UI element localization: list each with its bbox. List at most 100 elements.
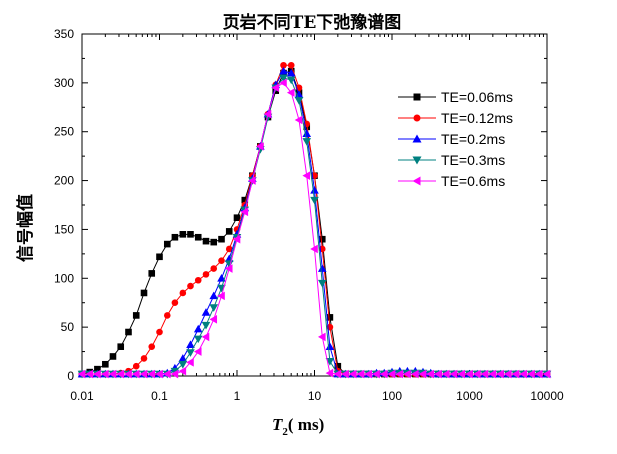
data-point [124,369,132,379]
data-point [248,176,256,185]
data-point [156,253,163,261]
x-tick-label: 1 [234,389,241,403]
data-point [310,244,318,254]
data-point [132,312,140,319]
y-tick-label: 300 [54,76,74,90]
data-point [395,369,404,379]
legend-label: TE=0.3ms [441,152,505,168]
x-tick-label: 1000 [456,389,483,403]
legend: TE=0.06ms TE=0.12ms TE=0.2ms TE=0.3ms TE=0.6… [398,89,513,189]
data-point [162,369,171,379]
data-point [155,369,163,379]
data-point [109,353,117,360]
data-point [178,366,187,376]
data-point [310,186,319,194]
data-point [193,335,203,344]
data-point [163,312,171,319]
data-point [85,369,94,379]
data-point [179,289,187,297]
legend-entry: TE=0.06ms [398,89,513,105]
data-point [356,369,365,379]
data-point [202,237,210,245]
data-point [240,207,249,217]
data-point [364,369,373,379]
data-point [179,231,187,238]
data-point [426,369,435,379]
data-point [218,257,225,264]
data-point [147,369,156,379]
data-point [201,332,210,342]
data-point [148,343,156,350]
data-point [534,369,543,379]
data-point [163,240,171,248]
legend-entry: TE=0.6ms [398,173,505,189]
data-point [125,328,132,336]
data-point [178,360,188,369]
data-point [286,68,296,77]
x-tick-label: 0.01 [70,389,94,403]
data-point [372,369,380,379]
data-point [542,369,551,379]
data-point [379,369,388,379]
data-point [108,369,117,379]
legend-label: TE=0.06ms [441,89,513,105]
data-point [503,369,512,379]
legend-marker [413,93,421,101]
y-tick-label: 50 [61,320,75,334]
data-point [280,61,287,69]
data-point [511,369,520,379]
data-point [193,324,203,333]
data-point [210,265,218,272]
data-point [139,369,148,379]
data-point [94,365,101,373]
x-tick-label: 0.1 [151,389,168,403]
data-point [496,369,504,379]
data-point [325,358,335,366]
data-point [325,342,335,350]
data-point [317,264,327,272]
legend-marker [412,134,422,143]
data-point [140,355,148,362]
data-point [225,228,233,235]
data-point [201,321,211,330]
data-point [187,282,194,290]
data-point [403,369,411,379]
data-point [193,347,202,356]
data-point [209,304,219,312]
y-axis-label: 信号幅值 [15,194,35,262]
data-point [225,245,233,253]
legend-label: TE=0.6ms [441,173,505,189]
data-point [102,360,109,368]
data-point [527,369,535,379]
x-axis-label-main: T [272,415,283,434]
data-point [194,276,202,284]
data-point [294,115,303,125]
y-tick-label: 150 [54,222,74,236]
data-point [186,349,195,357]
data-point [310,196,319,205]
data-point [279,66,288,75]
data-point [441,369,450,379]
data-point [186,340,195,349]
data-point [194,233,202,241]
data-point [480,369,489,379]
chart-title: 页岩不同TE下弛豫谱图 [223,12,402,33]
data-point [201,308,211,316]
legend-marker [413,114,421,122]
data-point [457,369,466,379]
data-point [472,369,481,379]
data-point [171,233,179,241]
data-point [263,109,272,119]
data-point [279,78,287,88]
data-point [117,343,125,350]
x-tick-label: 10000 [530,389,564,403]
data-point [148,270,156,277]
data-point [187,231,194,238]
data-point [209,315,218,324]
data-point [317,332,326,342]
data-point [170,369,179,379]
data-point [387,369,396,379]
data-point [131,369,140,379]
legend-label: TE=0.2ms [441,131,505,147]
